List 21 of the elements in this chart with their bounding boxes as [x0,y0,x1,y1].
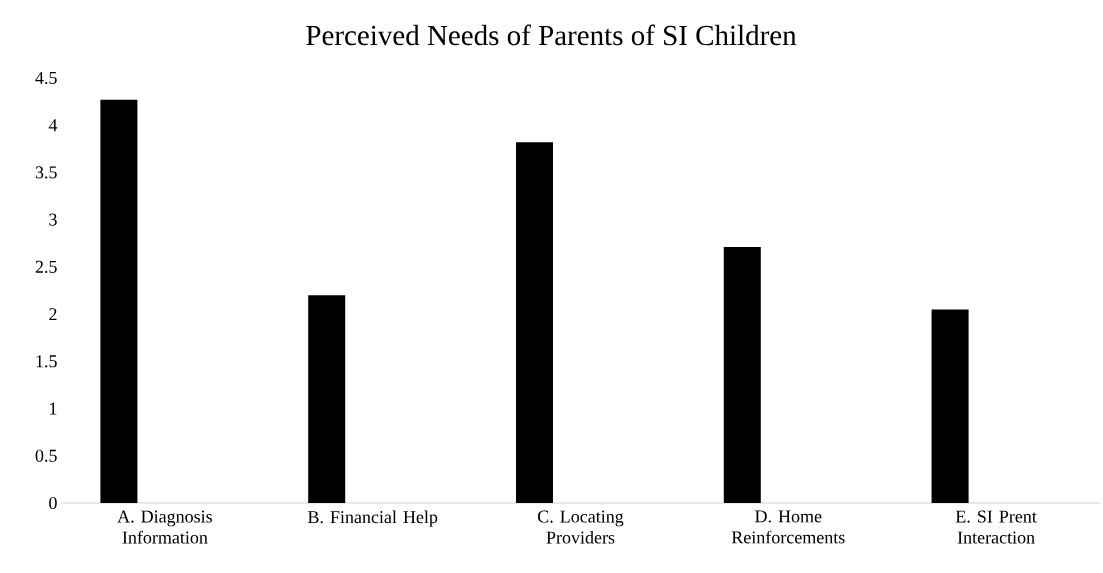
y-tick-label: 4 [48,119,58,132]
x-tick-label: D. Home Reinforcements [731,510,845,544]
y-tick-label: 2.5 [35,260,57,273]
bar [515,142,553,503]
x-tick-label: E. SI Prent Interaction [955,510,1037,544]
bar [308,295,346,503]
y-tick-label: 2 [49,308,57,321]
bar [100,99,138,503]
y-tick-label: 4.5 [35,71,57,85]
chart-title: Perceived Needs of Parents of SI Children [306,24,797,46]
y-tick-label: 3.5 [35,166,57,179]
y-tick-label: 0.5 [35,449,57,462]
bar [931,309,969,503]
y-tick-label: 3 [49,213,57,226]
y-tick-label: 1 [50,402,57,415]
x-tick-label: A. Diagnosis Information [117,510,212,544]
x-tick-label: B. Financial Help [307,510,438,527]
bar [723,247,761,503]
y-tick-label: 0 [49,496,57,510]
y-tick-label: 1.5 [36,355,57,368]
x-tick-label: C. Locating Providers [537,510,624,544]
